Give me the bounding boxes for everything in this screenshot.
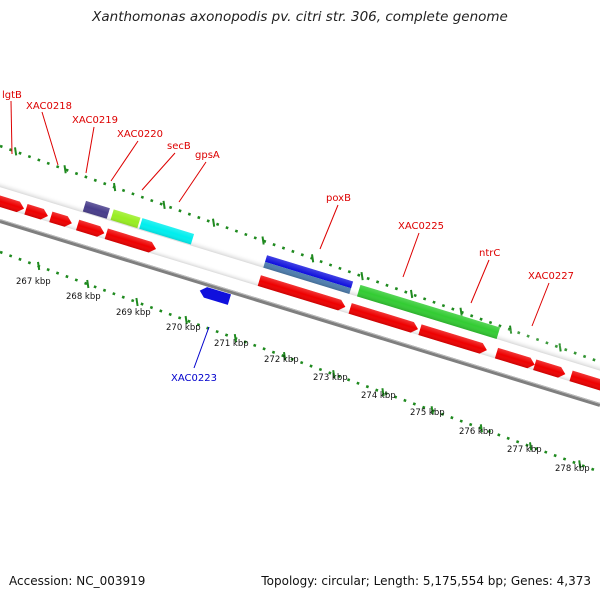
kbp-label-268: 268 kbp <box>66 292 101 302</box>
upper-tick-6 <box>311 254 315 263</box>
kbp-label-267: 267 kbp <box>16 277 51 287</box>
kbp-label-277: 277 kbp <box>507 445 542 455</box>
gene-label-secB: secB <box>167 141 191 152</box>
upper-tick-8 <box>410 289 414 299</box>
lower-tick-8 <box>430 406 434 415</box>
shade-upper <box>0 149 600 379</box>
genome-backbone-highlight <box>0 219 600 404</box>
callout-ntrC <box>470 259 490 304</box>
kbp-label-275: 275 kbp <box>410 408 445 418</box>
gene-label-XAC0223: XAC0223 <box>171 373 217 384</box>
kbp-label-271: 271 kbp <box>214 339 249 349</box>
genome-backbone <box>0 219 600 407</box>
genome-summary-text: Topology: circular; Length: 5,175,554 bp… <box>261 574 591 588</box>
lower-tick-7 <box>381 388 385 397</box>
callout-XAC0223 <box>193 326 210 369</box>
upper-tick-1 <box>63 165 67 174</box>
kbp-label-274: 274 kbp <box>361 391 396 401</box>
lower-tick-9 <box>479 424 483 433</box>
callout-lines <box>10 100 550 369</box>
kbp-label-272: 272 kbp <box>264 355 299 365</box>
upper-tick-2 <box>113 182 117 192</box>
gene-XAC0223 <box>199 287 232 305</box>
lower-tick-0 <box>37 261 41 271</box>
upper-tick-5 <box>261 236 265 245</box>
callout-XAC0219 <box>85 126 95 174</box>
gene-labels: lgtB XAC0218 XAC0219 XAC0220 secB gpsA p… <box>2 90 574 384</box>
callout-XAC0220 <box>110 140 139 182</box>
callout-gpsA <box>178 161 207 203</box>
upper-tick-0 <box>14 147 18 156</box>
callout-poxB <box>319 204 339 250</box>
gene-label-XAC0219: XAC0219 <box>72 115 118 126</box>
accession-text: Accession: NC_003919 <box>9 574 146 588</box>
kbp-labels: 267 kbp 268 kbp 269 kbp 270 kbp 271 kbp … <box>16 277 590 474</box>
lower-tick-1 <box>86 279 90 289</box>
feature-tracks <box>0 149 600 397</box>
lower-tick-3 <box>184 315 188 325</box>
upper-tick-7 <box>360 271 364 281</box>
lower-tick-2 <box>135 297 139 307</box>
gene-label-XAC0225: XAC0225 <box>398 221 444 232</box>
callout-XAC0218 <box>41 111 59 166</box>
kbp-label-273: 273 kbp <box>313 373 348 383</box>
lower-tick-6 <box>332 370 336 379</box>
gene-label-lgtB: lgtB <box>2 90 22 101</box>
gene-label-poxB: poxB <box>326 193 351 204</box>
gene-label-XAC0220: XAC0220 <box>117 129 163 140</box>
kbp-label-276: 276 kbp <box>459 427 494 437</box>
upper-tick-9 <box>459 307 463 316</box>
callout-lgtB <box>10 100 13 155</box>
gene-label-XAC0227: XAC0227 <box>528 271 574 282</box>
upper-tick-3 <box>162 200 166 210</box>
upper-tick-track <box>0 144 600 364</box>
map-title: Xanthomonas axonopodis pv. citri str. 30… <box>92 9 508 25</box>
lower-tick-marks <box>37 261 582 469</box>
lower-tick-11 <box>578 460 582 469</box>
lower-tick-4 <box>233 333 237 343</box>
gene-label-XAC0218: XAC0218 <box>26 101 72 112</box>
lower-tick-5 <box>283 351 287 361</box>
feature-shading <box>0 149 600 397</box>
callout-XAC0225 <box>402 232 420 278</box>
kbp-label-278: 278 kbp <box>555 464 590 474</box>
kbp-label-269: 269 kbp <box>116 308 151 318</box>
gene-label-gpsA: gpsA <box>195 150 220 161</box>
shade-cds <box>0 170 600 397</box>
kbp-label-270: 270 kbp <box>166 323 201 333</box>
upper-tick-4 <box>212 218 216 227</box>
callout-secB <box>141 152 176 191</box>
lower-tick-track <box>0 250 600 474</box>
callout-XAC0227 <box>531 282 550 327</box>
lower-tick-10 <box>529 442 533 451</box>
gene-label-ntrC: ntrC <box>479 248 500 259</box>
